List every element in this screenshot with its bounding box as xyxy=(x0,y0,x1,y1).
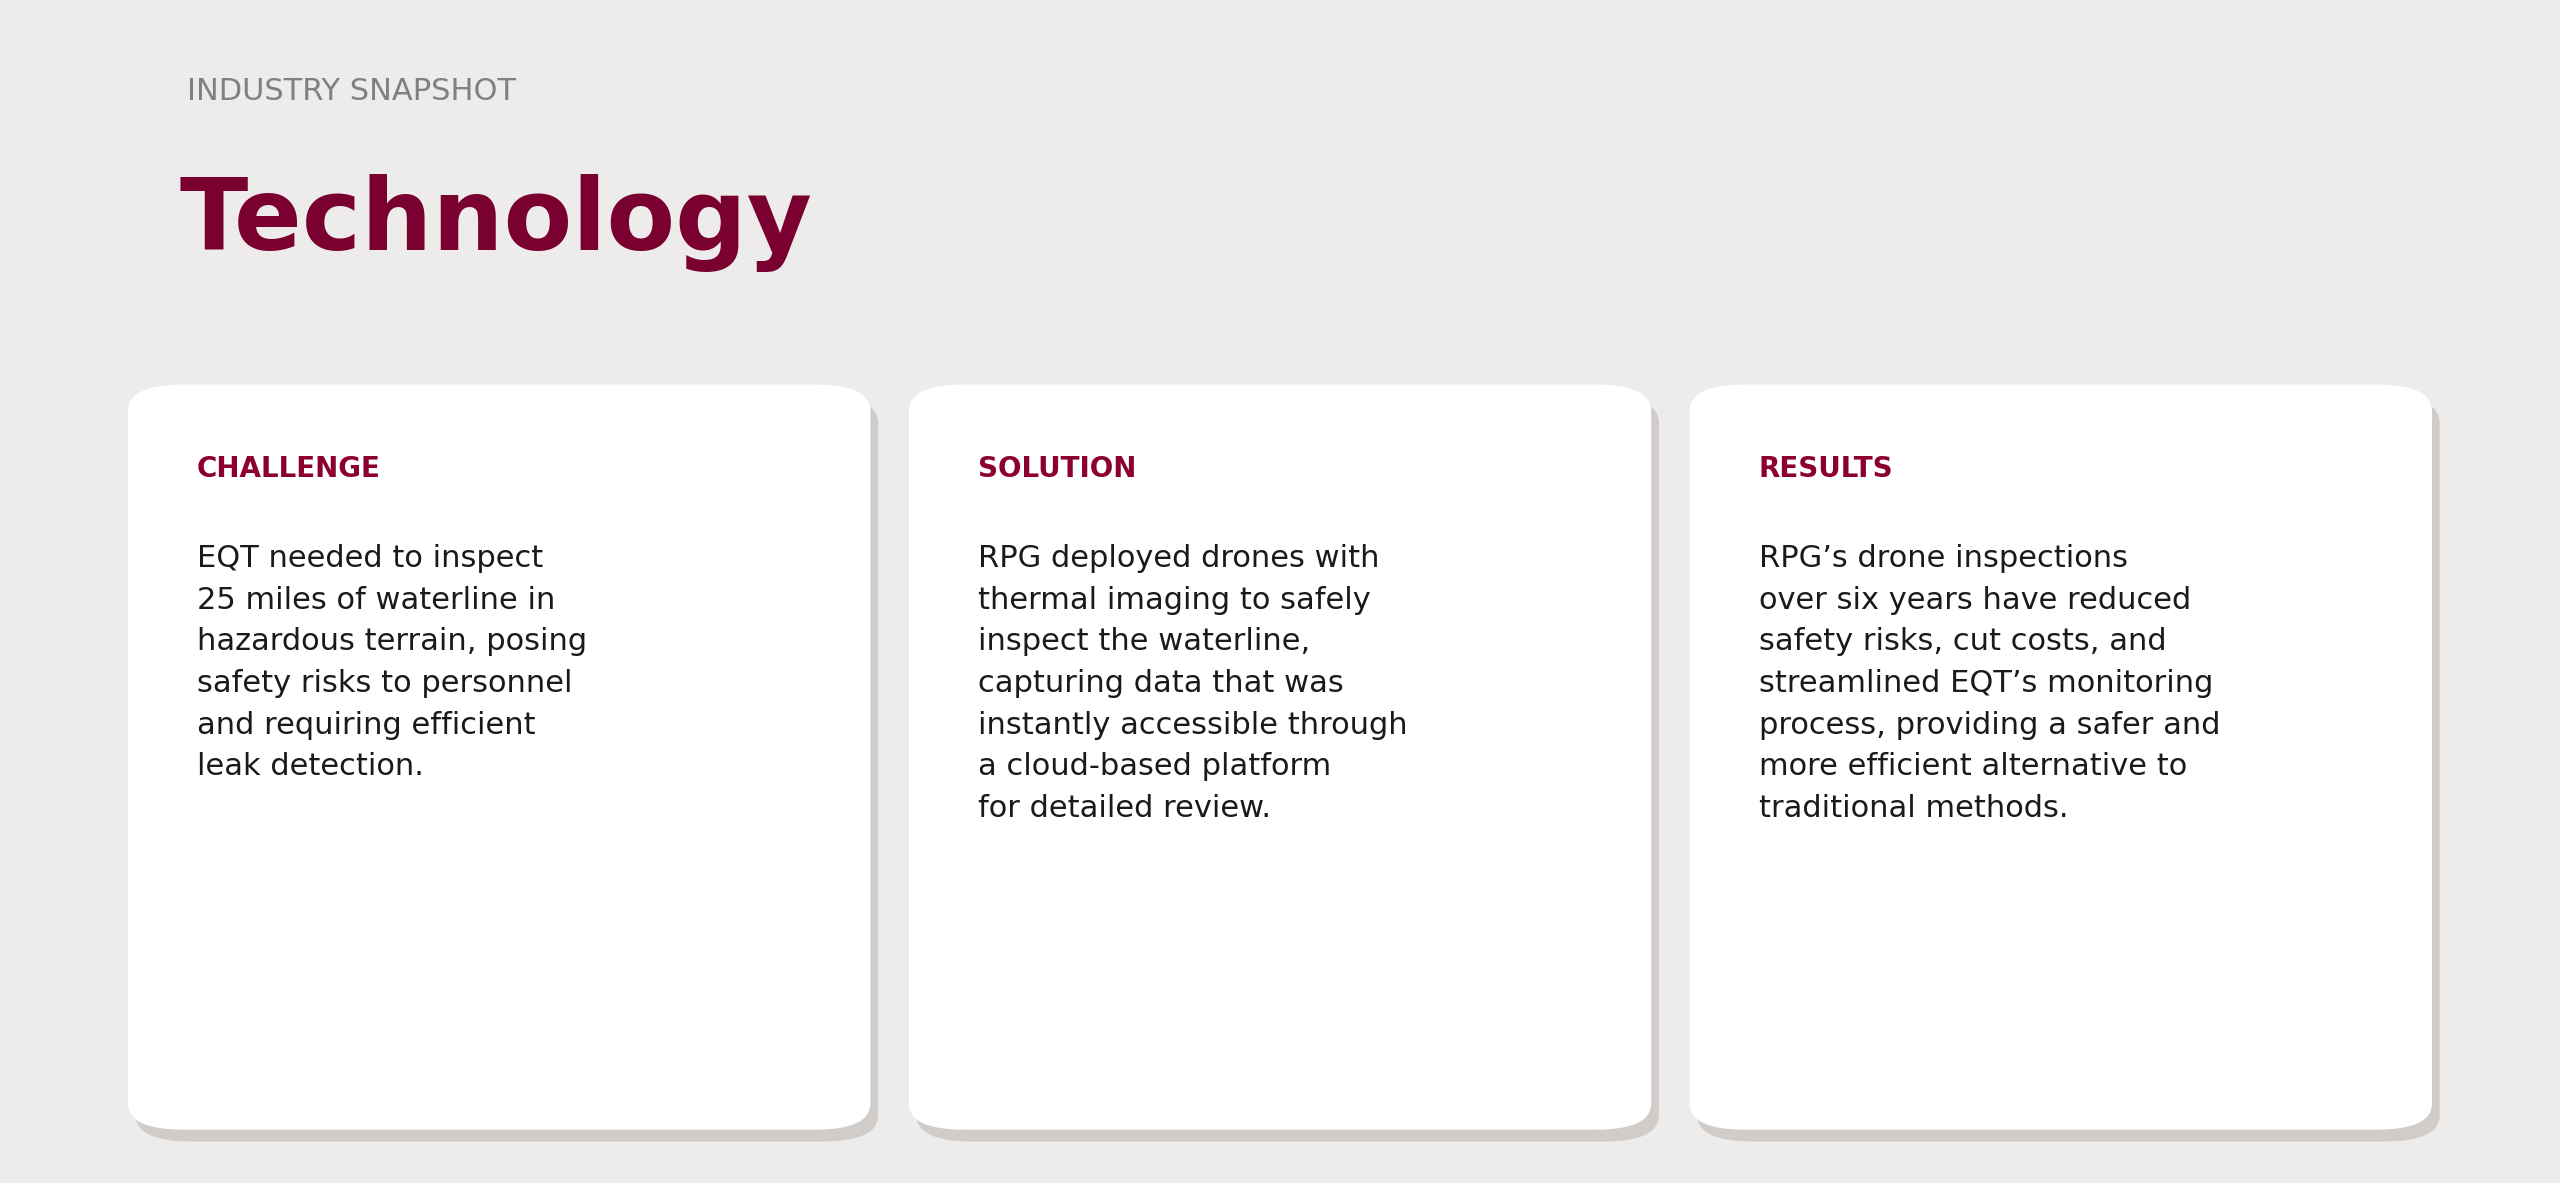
Text: EQT needed to inspect
25 miles of waterline in
hazardous terrain, posing
safety : EQT needed to inspect 25 miles of waterl… xyxy=(197,544,586,782)
Text: RPG deployed drones with
thermal imaging to safely
inspect the waterline,
captur: RPG deployed drones with thermal imaging… xyxy=(978,544,1408,823)
FancyBboxPatch shape xyxy=(1697,396,2440,1142)
Text: INDUSTRY SNAPSHOT: INDUSTRY SNAPSHOT xyxy=(187,77,517,106)
Text: RESULTS: RESULTS xyxy=(1759,455,1894,484)
FancyBboxPatch shape xyxy=(909,384,1651,1130)
Text: SOLUTION: SOLUTION xyxy=(978,455,1137,484)
FancyBboxPatch shape xyxy=(1690,384,2432,1130)
FancyBboxPatch shape xyxy=(128,384,870,1130)
FancyBboxPatch shape xyxy=(136,396,878,1142)
FancyBboxPatch shape xyxy=(916,396,1659,1142)
Text: CHALLENGE: CHALLENGE xyxy=(197,455,381,484)
Text: RPG’s drone inspections
over six years have reduced
safety risks, cut costs, and: RPG’s drone inspections over six years h… xyxy=(1759,544,2220,823)
Text: Technology: Technology xyxy=(179,174,812,272)
